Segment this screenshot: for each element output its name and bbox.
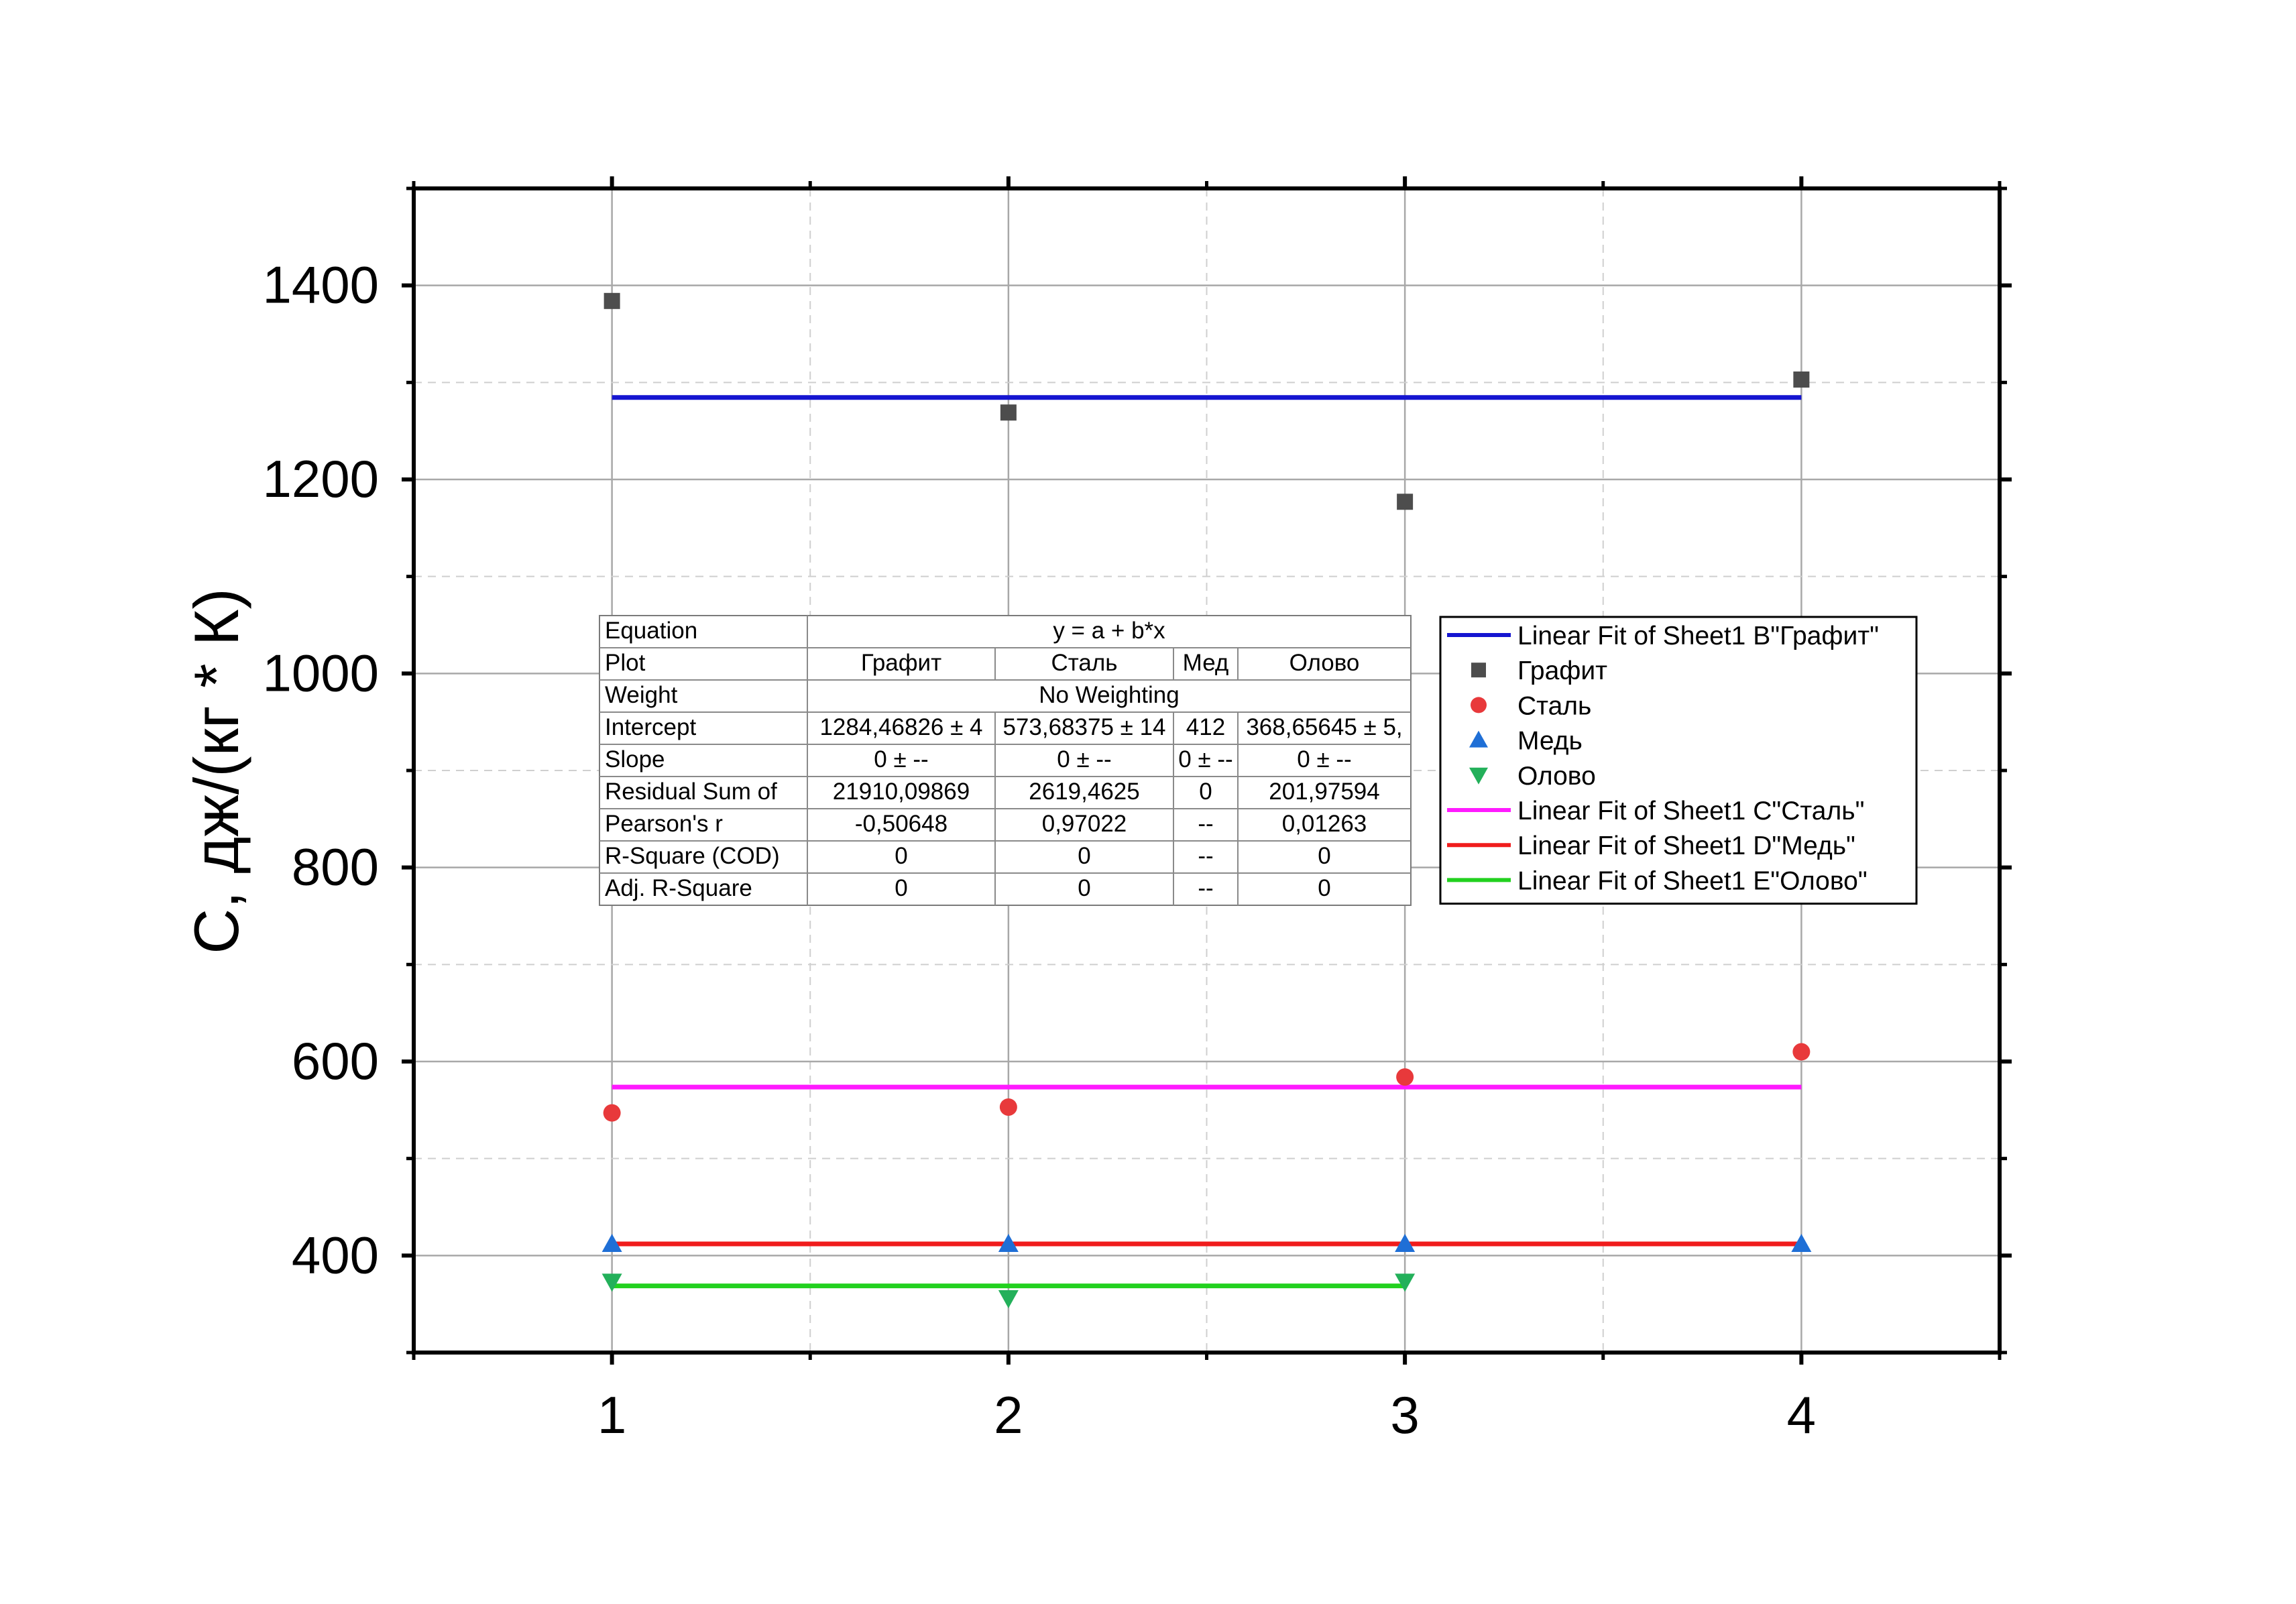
table-cell: 0 bbox=[1318, 843, 1330, 869]
table-plot-name: Олово bbox=[1289, 650, 1360, 676]
data-points bbox=[601, 292, 1812, 1308]
data-point bbox=[1395, 1273, 1416, 1292]
y-axis-label-group: C, дж/(кг * К) bbox=[181, 588, 251, 954]
legend-label: Linear Fit of Sheet1 B"Графит" bbox=[1517, 622, 1879, 650]
table-cell: 573,68375 ± 14 bbox=[1002, 714, 1165, 740]
legend-label: Сталь bbox=[1517, 691, 1591, 720]
data-point bbox=[601, 1273, 622, 1292]
y-tick-label: 600 bbox=[292, 1031, 379, 1090]
table-row-label: Intercept bbox=[605, 714, 696, 740]
table-row-label: Weight bbox=[605, 682, 678, 708]
table-cell: 0 bbox=[1199, 779, 1212, 805]
legend-label: Linear Fit of Sheet1 D"Медь" bbox=[1517, 832, 1855, 860]
table-cell: 0 ± -- bbox=[1057, 746, 1111, 772]
x-tick-label: 4 bbox=[1787, 1385, 1816, 1444]
data-point bbox=[604, 292, 620, 309]
y-tick-label: 1200 bbox=[262, 449, 379, 508]
data-point bbox=[1471, 663, 1486, 678]
y-tick-label: 1000 bbox=[262, 643, 379, 702]
data-point bbox=[998, 1290, 1019, 1308]
table-cell: 0 bbox=[1078, 843, 1090, 869]
x-tick-label: 1 bbox=[597, 1385, 626, 1444]
y-tick-label: 1400 bbox=[262, 255, 379, 314]
table-cell: 412 bbox=[1186, 714, 1225, 740]
table-cell: 0 bbox=[1078, 875, 1090, 901]
legend-label: Медь bbox=[1517, 727, 1583, 756]
table-cell: 21910,09869 bbox=[833, 779, 970, 805]
table-cell: -0,50648 bbox=[855, 811, 948, 837]
data-point bbox=[999, 1098, 1017, 1116]
table-cell: 201,97594 bbox=[1269, 779, 1379, 805]
data-point bbox=[1469, 730, 1488, 748]
table-plot-name: Графит bbox=[861, 650, 941, 676]
data-point bbox=[998, 1233, 1019, 1252]
table-row-label: R-Square (COD) bbox=[605, 843, 780, 869]
fit-lines bbox=[612, 395, 1802, 1289]
table-row-label: Pearson's r bbox=[605, 811, 723, 837]
axes: 1 2 3 4 400 600 800 1000 1200 1400 bbox=[262, 176, 2012, 1444]
table-cell: 0 ± -- bbox=[874, 746, 928, 772]
table-cell: -- bbox=[1198, 811, 1213, 837]
legend-frame bbox=[1439, 616, 1918, 905]
table-cell: 0 bbox=[1318, 875, 1330, 901]
table-plot-name: Мед bbox=[1183, 650, 1229, 676]
table-equation: y = a + b*x bbox=[1053, 618, 1165, 644]
table-cell: -- bbox=[1198, 843, 1213, 869]
data-point bbox=[603, 1104, 621, 1122]
table-row-label: Plot bbox=[605, 650, 646, 676]
table-row-label: Adj. R-Square bbox=[605, 875, 752, 901]
table-cell: 368,65645 ± 5, bbox=[1246, 714, 1402, 740]
data-point bbox=[1469, 767, 1488, 785]
table-weighting: No Weighting bbox=[1039, 682, 1179, 708]
table-cell: 0 bbox=[895, 875, 907, 901]
table-cell: 1284,46826 ± 4 bbox=[819, 714, 982, 740]
table-row-label: Equation bbox=[605, 618, 697, 644]
fit-results-table: Equation y = a + b*x Plot Графит Сталь Мед Оло… bbox=[599, 615, 1412, 906]
table-cell: 2619,4625 bbox=[1029, 779, 1139, 805]
data-point bbox=[1000, 404, 1017, 421]
table-cell: 0,01263 bbox=[1282, 811, 1367, 837]
data-point bbox=[1471, 697, 1487, 713]
legend: Linear Fit of Sheet1 B"Графит" Графит Стал… bbox=[1439, 616, 1918, 905]
legend-label: Графит bbox=[1517, 656, 1607, 685]
table-row-label: Slope bbox=[605, 746, 665, 772]
data-point bbox=[1793, 371, 1810, 388]
table-cell: 0 ± -- bbox=[1297, 746, 1351, 772]
table-frame bbox=[599, 615, 1412, 906]
data-point bbox=[1396, 1068, 1414, 1086]
legend-label: Linear Fit of Sheet1 C"Сталь" bbox=[1517, 797, 1864, 825]
data-point bbox=[1395, 1233, 1416, 1252]
x-tick-label: 3 bbox=[1390, 1385, 1419, 1444]
table-cell: 0 ± -- bbox=[1178, 746, 1232, 772]
table-cell: 0 bbox=[895, 843, 907, 869]
data-point bbox=[1792, 1043, 1811, 1061]
data-point bbox=[1791, 1233, 1812, 1252]
y-tick-label: 400 bbox=[292, 1225, 379, 1284]
table-cell: -- bbox=[1198, 875, 1213, 901]
legend-label: Олово bbox=[1517, 762, 1596, 791]
table-row-label: Residual Sum of bbox=[605, 779, 777, 805]
legend-label: Linear Fit of Sheet1 E"Олово" bbox=[1517, 866, 1868, 895]
y-tick-label: 800 bbox=[292, 838, 379, 897]
data-point bbox=[601, 1233, 622, 1252]
y-axis-label: C, дж/(кг * К) bbox=[181, 588, 251, 954]
table-cell: 0,97022 bbox=[1042, 811, 1127, 837]
data-point bbox=[1397, 494, 1414, 510]
x-tick-label: 2 bbox=[994, 1385, 1023, 1444]
table-plot-name: Сталь bbox=[1051, 650, 1117, 676]
